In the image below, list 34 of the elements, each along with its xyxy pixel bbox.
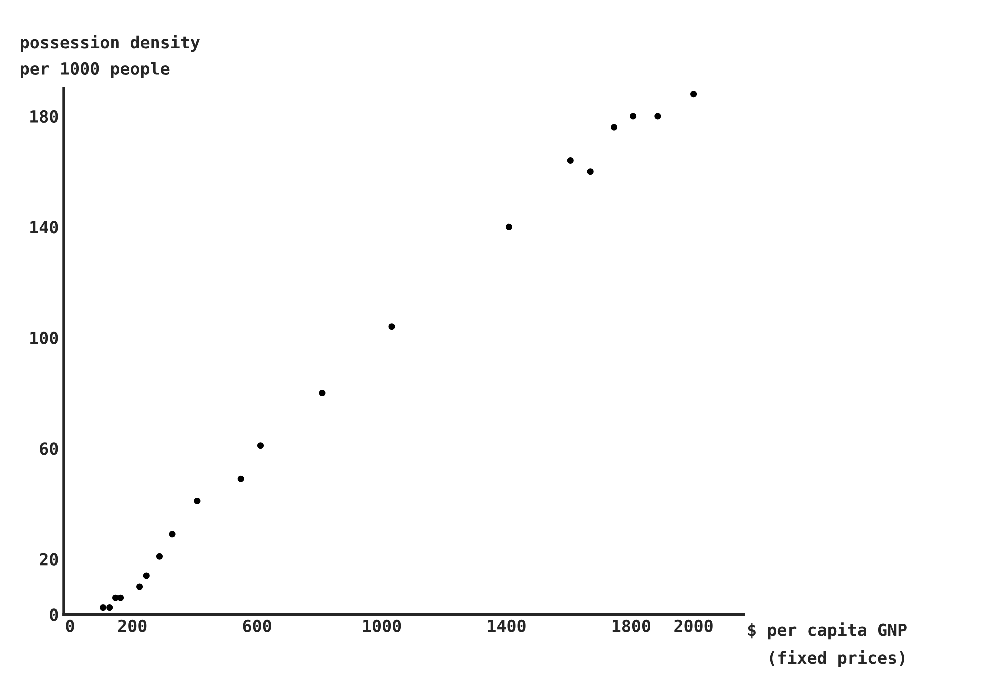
y-tick-label: 100 (30, 332, 58, 344)
y-tick-label: 140 (30, 221, 58, 234)
y-tick-label: 180 (30, 110, 58, 124)
point (136, 584, 144, 590)
point (654, 113, 662, 120)
point (388, 324, 396, 330)
point (611, 124, 618, 131)
point (118, 594, 124, 602)
y-tick-label: 60 (40, 442, 58, 456)
x-tick-label: 200 (118, 620, 147, 632)
point (319, 390, 326, 397)
point (630, 113, 637, 120)
point (100, 604, 107, 612)
x-tick-label: 1800 (612, 620, 651, 632)
y-tick-label: 20 (40, 553, 58, 566)
point (143, 572, 150, 580)
x-tick-label: 1000 (363, 620, 402, 632)
point (587, 168, 594, 176)
x-tick-label: 1400 (488, 620, 526, 632)
x-tick-label: 2000 (674, 620, 713, 632)
x-tick-label: 600 (243, 620, 272, 632)
y-axis-title: possession density per 1000 people (21, 34, 200, 78)
point (238, 476, 244, 482)
point (106, 604, 114, 612)
x-axis-title: $ per capita GNP (fixed prices) (748, 622, 907, 668)
point (506, 224, 512, 230)
y-tick-label: 0 (50, 608, 58, 622)
point (567, 158, 574, 164)
point (156, 553, 163, 560)
point (194, 498, 201, 504)
x-tick-label: 0 (66, 620, 74, 632)
point (690, 91, 698, 98)
point (257, 442, 264, 450)
point (169, 531, 176, 538)
